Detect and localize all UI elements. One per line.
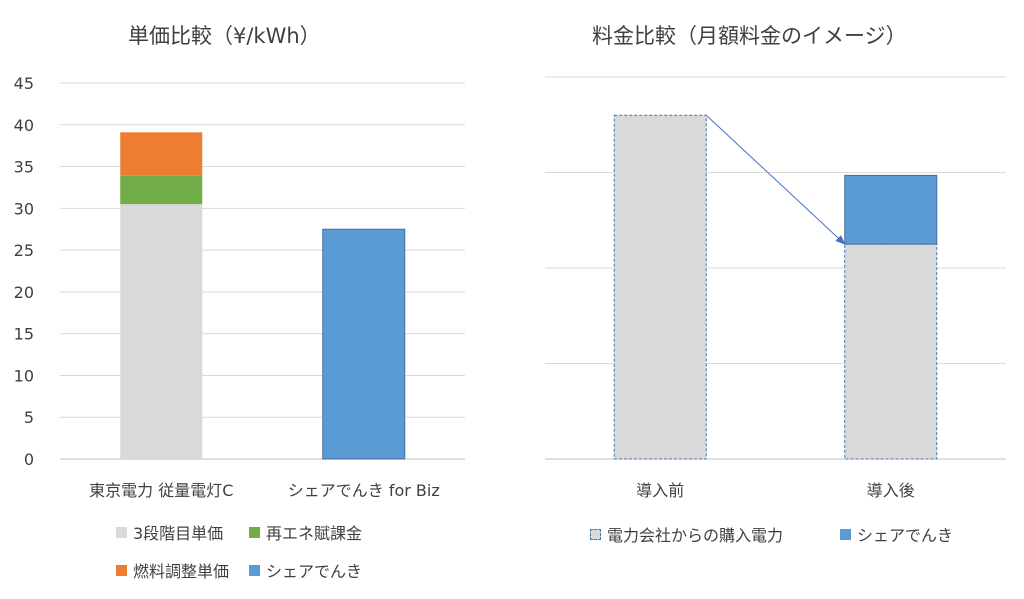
bar-segment xyxy=(844,174,938,245)
y-tick-label: 15 xyxy=(14,325,34,344)
y-tick-label: 20 xyxy=(14,283,34,302)
legend-swatch xyxy=(590,528,601,540)
bar-segment xyxy=(613,114,707,460)
legend-swatch xyxy=(249,526,260,538)
x-category-label: 導入後 xyxy=(867,481,915,500)
y-tick-label: 30 xyxy=(14,199,34,218)
legend-label: 3段階目単価 xyxy=(133,524,224,543)
y-tick-label: 10 xyxy=(14,366,34,385)
y-tick-label: 45 xyxy=(14,74,34,93)
legend-label: シェアでんき xyxy=(266,562,363,581)
legend-swatch xyxy=(249,564,260,576)
unit-price-chart: 0 5 10 15 20 25 30 35 40 45 東京電力 従量電灯C シェアでんき for B… xyxy=(14,74,465,500)
legend-item-fuel-adjust: 燃料調整単価 xyxy=(116,558,229,582)
bar-segment xyxy=(120,175,203,205)
legend-item-purchased-power: 電力会社からの購入電力 xyxy=(590,522,783,546)
legend-item-3rd-tier: 3段階目単価 xyxy=(116,520,223,544)
legend-label: 電力会社からの購入電力 xyxy=(607,526,784,545)
x-category-label: 東京電力 従量電灯C xyxy=(89,481,233,500)
y-tick-label: 40 xyxy=(14,116,34,135)
y-tick-label: 5 xyxy=(24,408,34,427)
bar-segment xyxy=(844,243,938,460)
legend-item-renewable-levy: 再エネ賦課金 xyxy=(249,520,362,544)
bar-segment xyxy=(120,132,203,176)
y-tick-label: 0 xyxy=(24,450,34,469)
bar-segment xyxy=(120,204,203,459)
monthly-fee-chart: 導入前 導入後 xyxy=(545,76,1006,500)
y-tick-label: 35 xyxy=(14,158,34,177)
legend-item-share-denki-2: シェアでんき xyxy=(840,522,953,546)
legend-item-share-denki: シェアでんき xyxy=(249,558,362,582)
legend-label: 燃料調整単価 xyxy=(133,562,230,581)
chart2-title: 料金比較（月額料金のイメージ） xyxy=(592,24,907,48)
x-category-label: シェアでんき for Biz xyxy=(288,481,440,500)
reduction-arrow xyxy=(705,114,846,245)
legend-label: シェアでんき xyxy=(857,526,954,545)
legend-swatch xyxy=(116,526,127,538)
legend-swatch xyxy=(840,528,851,540)
bar-segment xyxy=(322,228,406,460)
legend-label: 再エネ賦課金 xyxy=(266,524,363,543)
x-category-label: 導入前 xyxy=(636,481,684,500)
y-tick-label: 25 xyxy=(14,241,34,260)
chart1-title: 単価比較（¥/kWh） xyxy=(128,24,321,48)
legend-swatch xyxy=(116,564,127,576)
